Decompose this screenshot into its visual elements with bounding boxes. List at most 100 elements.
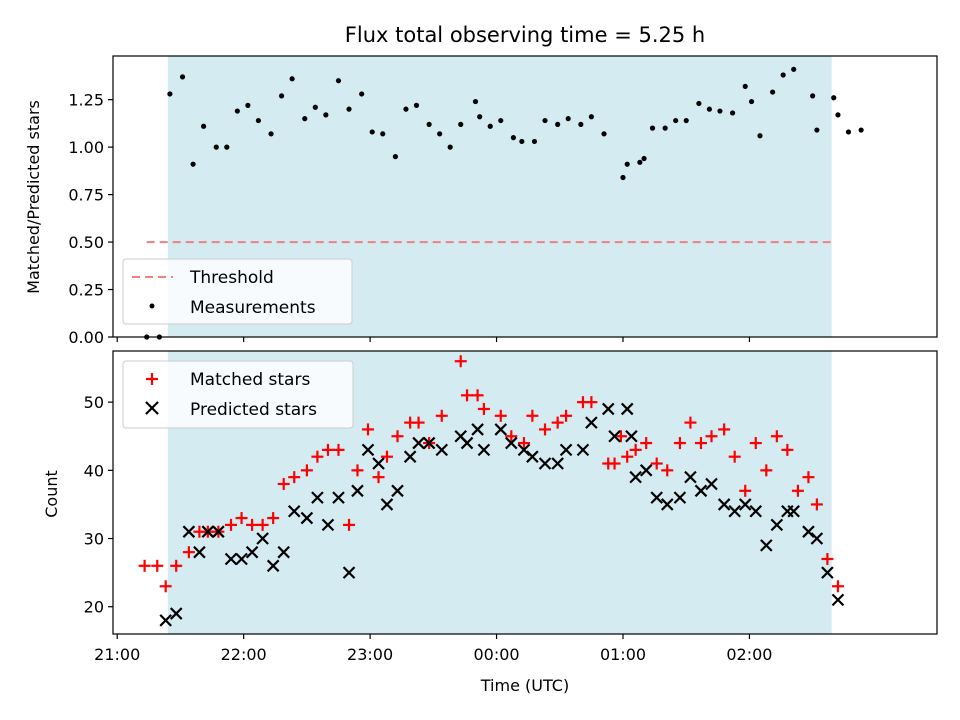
matched-star-point <box>461 389 474 402</box>
matched-star-point <box>728 450 741 463</box>
measurement-point <box>588 114 594 120</box>
matched-star-point <box>454 355 467 368</box>
predicted-star-point <box>821 566 834 579</box>
legend-matched-swatch <box>146 373 158 385</box>
measurement-point <box>641 155 647 162</box>
matched-star-point <box>614 430 627 443</box>
predicted-star-point <box>608 429 621 443</box>
predicted-star-point <box>391 484 404 498</box>
predicted-star-point <box>526 450 539 463</box>
measurement-point <box>858 127 864 133</box>
measurement-point <box>335 78 342 84</box>
measurement-point <box>369 129 375 135</box>
predicted-star-point <box>660 498 674 511</box>
legend-threshold-label: Threshold <box>189 268 274 288</box>
predicted-star-point <box>650 491 663 504</box>
predicted-star-point <box>760 539 773 552</box>
matched-star-point <box>749 437 762 450</box>
predicted-stars-series <box>159 402 845 627</box>
measurement-point <box>742 83 748 89</box>
predicted-star-point <box>193 545 206 559</box>
measurement-point <box>835 112 841 118</box>
x-tick-label: 00:00 <box>473 645 519 664</box>
predicted-star-point <box>266 559 280 573</box>
matched-star-point <box>380 450 393 463</box>
matched-star-point <box>673 437 686 450</box>
matched-star-point <box>760 464 773 477</box>
measurement-point <box>472 98 479 105</box>
predicted-star-point <box>460 436 474 450</box>
predicted-star-point <box>585 416 598 429</box>
matched-star-point <box>300 464 313 477</box>
matched-star-point <box>435 409 448 422</box>
y-tick-label: 1.00 <box>68 138 104 157</box>
measurement-point <box>201 123 207 129</box>
measurement-point <box>673 117 679 124</box>
predicted-star-point <box>694 484 708 498</box>
measurement-point <box>531 138 538 145</box>
predicted-star-point <box>576 443 590 457</box>
top-y-axis-label: Matched/Predicted stars <box>24 100 43 294</box>
matched-star-point <box>802 471 815 484</box>
measurement-point <box>649 125 656 131</box>
matched-star-point <box>277 477 290 490</box>
y-tick-label: 0.25 <box>68 281 104 300</box>
measurement-point <box>845 129 852 135</box>
matched-star-point <box>505 430 518 443</box>
measurement-point <box>757 133 763 139</box>
matched-star-point <box>694 437 707 450</box>
predicted-star-point <box>422 436 436 450</box>
predicted-star-point <box>277 545 290 559</box>
legend-predicted-label: Predicted stars <box>190 400 317 420</box>
matched-star-point <box>810 498 823 511</box>
matched-star-point <box>138 559 151 572</box>
matched-star-point <box>256 518 269 531</box>
x-tick-label: 23:00 <box>347 645 393 664</box>
predicted-star-point <box>705 477 718 491</box>
measurement-point <box>278 93 285 99</box>
predicted-star-point <box>169 607 183 620</box>
predicted-star-point <box>403 450 417 463</box>
predicted-star-point <box>245 545 259 559</box>
predicted-star-point <box>684 470 697 484</box>
matched-star-point <box>182 546 195 559</box>
predicted-star-point <box>321 518 335 532</box>
bottom-axes-frame <box>112 350 938 635</box>
legend-matched-label: Matched stars <box>190 370 310 390</box>
predicted-star-point <box>673 491 687 504</box>
measurement-point <box>167 91 173 97</box>
matched-star-point <box>526 409 539 422</box>
predicted-star-point <box>559 443 573 457</box>
predicted-star-point <box>300 511 314 525</box>
predicted-star-point <box>749 504 763 518</box>
matched-star-point <box>718 423 731 436</box>
matched-star-point <box>151 559 164 572</box>
measurement-point <box>601 131 607 137</box>
measurement-point <box>770 89 776 95</box>
measurement-point <box>555 121 561 127</box>
measurement-point <box>403 106 409 112</box>
predicted-star-point <box>256 532 269 545</box>
bottom-x-axis-ticks: 21:00 22:00 23:00 00:00 01:00 02:00 <box>94 634 772 664</box>
measurement-point <box>814 127 820 133</box>
measurement-point <box>447 144 453 150</box>
measurement-point <box>498 117 504 124</box>
measurement-point <box>620 174 626 181</box>
matched-star-point <box>332 443 345 456</box>
matched-star-point <box>551 416 564 429</box>
bottom-legend-box <box>122 360 354 429</box>
matched-stars-series <box>138 355 844 593</box>
measurement-point <box>323 112 329 118</box>
measurement-point <box>224 144 230 150</box>
measurement-point <box>179 74 186 80</box>
measurement-point <box>213 144 219 150</box>
measurement-point <box>413 102 420 108</box>
bottom-y-axis-ticks: 20 30 40 50 <box>84 393 113 617</box>
measurement-point <box>683 117 689 124</box>
measurement-point <box>791 66 797 72</box>
matched-star-point <box>235 512 248 525</box>
measurement-point <box>392 154 398 160</box>
predicted-star-point <box>224 552 238 566</box>
